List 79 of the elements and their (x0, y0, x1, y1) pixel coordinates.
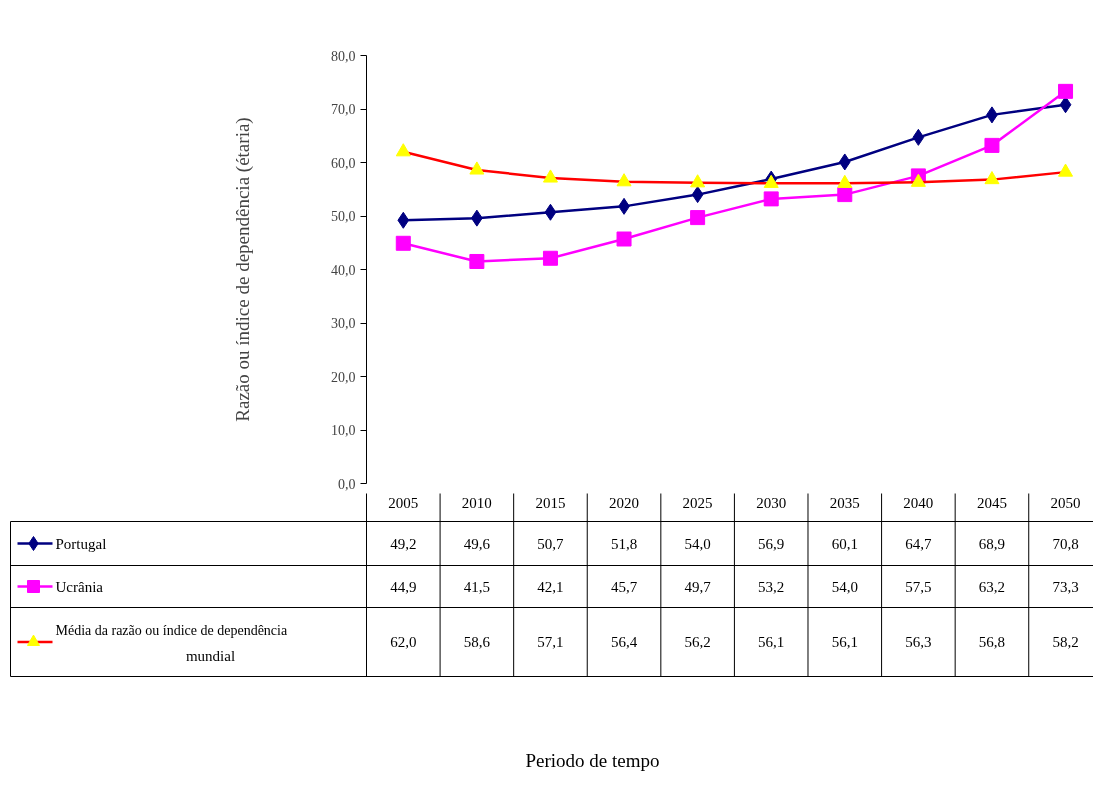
data-label: 54,0 (684, 535, 711, 552)
text: Periodo de tempo (525, 750, 660, 771)
point (542, 169, 558, 183)
legend-label: Média da razão ou índice de dependência mundial (55, 622, 288, 664)
point (984, 171, 1000, 185)
data-label: 60,1 (831, 535, 858, 552)
data-label: 56,1 (831, 634, 858, 650)
data-label: 56,3 (905, 634, 932, 650)
data-label: 42,1 (537, 578, 564, 595)
data-label: 57,1 (537, 634, 564, 650)
data-label: 49,6 (463, 535, 491, 552)
point (1058, 163, 1074, 177)
data-label: 56,9 (758, 535, 785, 552)
data-label: 73,3 (1052, 578, 1079, 595)
data-label: 41,5 (463, 578, 490, 595)
point (984, 137, 1000, 153)
y-tick-label: 70,0 (331, 102, 356, 117)
data-label: 62,0 (390, 634, 417, 650)
x-tick-label: 2020 (609, 494, 640, 511)
point (1058, 83, 1074, 99)
point (395, 235, 411, 251)
point (469, 161, 485, 175)
x-tick-label: 2040 (903, 494, 934, 511)
data-label: 57,5 (905, 578, 932, 595)
x-tick-label: 2035 (829, 494, 860, 511)
y-tick-label: 60,0 (331, 155, 356, 171)
data-label: 56,4 (610, 634, 638, 650)
data-label: 53,2 (758, 578, 785, 595)
data-label: 70,8 (1052, 535, 1079, 552)
x-tick-label: 2005 (388, 494, 419, 511)
point (616, 173, 632, 187)
point (763, 191, 779, 207)
point (542, 250, 558, 266)
data-label: 56,8 (978, 634, 1006, 650)
point (837, 174, 853, 188)
point (837, 187, 853, 203)
y-tick-label: 40,0 (331, 262, 356, 278)
data-label: 50,7 (537, 535, 565, 552)
y-tick-label: 0,0 (338, 476, 356, 492)
data-label: 63,2 (978, 578, 1006, 595)
y-tick-label: 10,0 (331, 423, 356, 438)
point (838, 153, 851, 171)
data-label: 68,9 (978, 535, 1006, 552)
point (690, 210, 706, 226)
data-label: 58,2 (1052, 634, 1079, 650)
point (691, 186, 704, 204)
point (690, 174, 706, 188)
legend-label: Portugal (55, 535, 107, 552)
point (397, 211, 410, 229)
data-label: 49,7 (684, 578, 712, 595)
legend-label: Ucrânia (55, 578, 104, 595)
y-tick-label: 30,0 (331, 316, 356, 331)
data-label: 56,2 (684, 634, 711, 650)
data-label: 56,1 (758, 634, 785, 650)
data-label: 64,7 (905, 535, 932, 552)
point (910, 173, 926, 187)
point (395, 143, 411, 157)
data-label: 51,8 (610, 535, 638, 552)
x-tick-label: 2015 (535, 494, 566, 511)
x-tick-label: 2010 (461, 494, 492, 511)
x-tick-label: 2050 (1050, 494, 1081, 511)
point (469, 253, 485, 269)
point (912, 128, 925, 146)
point (544, 203, 557, 221)
y-tick-label: 80,0 (331, 48, 356, 64)
y-tick-label: 50,0 (331, 209, 356, 224)
data-label: 44,9 (390, 578, 417, 595)
x-tick-label: 2025 (682, 494, 713, 511)
point (616, 231, 632, 247)
point (1059, 96, 1072, 114)
x-tick-label: 2030 (756, 494, 787, 511)
data-label: 45,7 (610, 578, 638, 595)
data-label: 54,0 (831, 578, 858, 595)
data-label: 49,2 (390, 535, 417, 552)
data-label: 58,6 (463, 634, 491, 650)
x-tick-label: 2045 (976, 494, 1007, 511)
y-tick-label: 20,0 (331, 369, 356, 385)
y-axis-title: Razão ou índice de dependência (étaria) (232, 117, 254, 422)
point (763, 174, 779, 188)
